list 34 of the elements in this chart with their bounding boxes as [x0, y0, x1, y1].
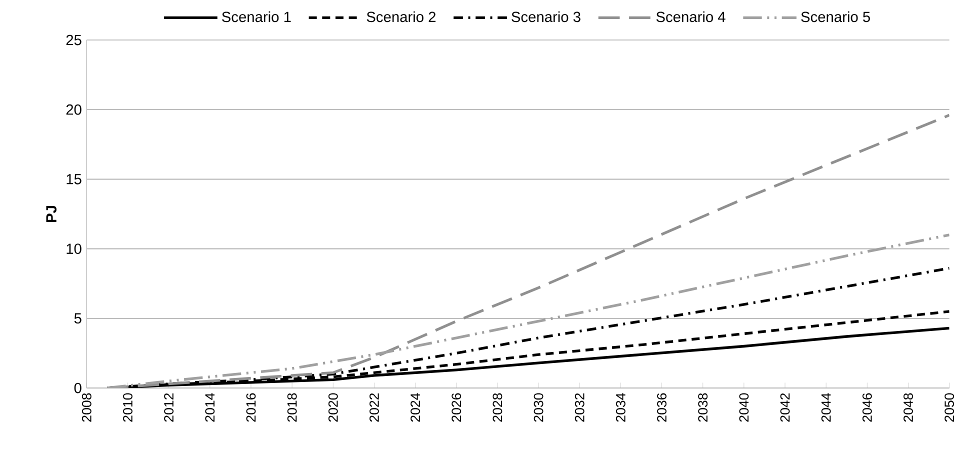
- x-tick-label: 2010: [123, 393, 132, 422]
- x-tick-label: 2030: [534, 393, 544, 422]
- y-tick-label: 5: [74, 313, 82, 324]
- y-tick-label: 10: [66, 244, 82, 254]
- x-tick-label: 2024: [410, 393, 420, 422]
- y-axis-title: PJ: [46, 206, 56, 222]
- x-tick-label: 2012: [164, 393, 174, 422]
- x-tick-label: 2040: [739, 393, 749, 422]
- x-tick-label: 2034: [616, 393, 626, 422]
- x-tick-label: 2016: [246, 393, 256, 422]
- y-tick-label: 20: [66, 104, 82, 115]
- legend-label: Scenario 4: [656, 11, 726, 22]
- x-tick-label: 2038: [698, 393, 708, 422]
- x-tick-label: 2048: [904, 393, 913, 422]
- x-tick-label: 2042: [780, 393, 790, 422]
- x-tick-label: 2026: [452, 393, 462, 422]
- y-tick-label: 25: [66, 34, 82, 46]
- legend-label: Scenario 1: [222, 11, 291, 22]
- x-tick-label: 2046: [862, 393, 872, 422]
- x-tick-label: 2022: [370, 393, 379, 422]
- y-tick-label: 15: [66, 174, 82, 184]
- x-tick-label: 2032: [574, 393, 584, 422]
- x-tick-label: 2044: [821, 393, 831, 422]
- x-tick-label: 2008: [82, 393, 92, 422]
- x-tick-label: 2028: [492, 393, 502, 422]
- legend-label: Scenario 3: [512, 11, 580, 22]
- x-tick-label: 2020: [328, 393, 338, 422]
- legend-label: Scenario 2: [366, 11, 436, 22]
- x-tick-label: 2014: [205, 393, 215, 422]
- x-tick-label: 2036: [657, 393, 666, 422]
- x-tick-label: 2018: [287, 393, 297, 422]
- legend-label: Scenario 5: [801, 11, 870, 22]
- x-tick-label: 2050: [944, 393, 954, 422]
- y-tick-label: 0: [74, 382, 82, 394]
